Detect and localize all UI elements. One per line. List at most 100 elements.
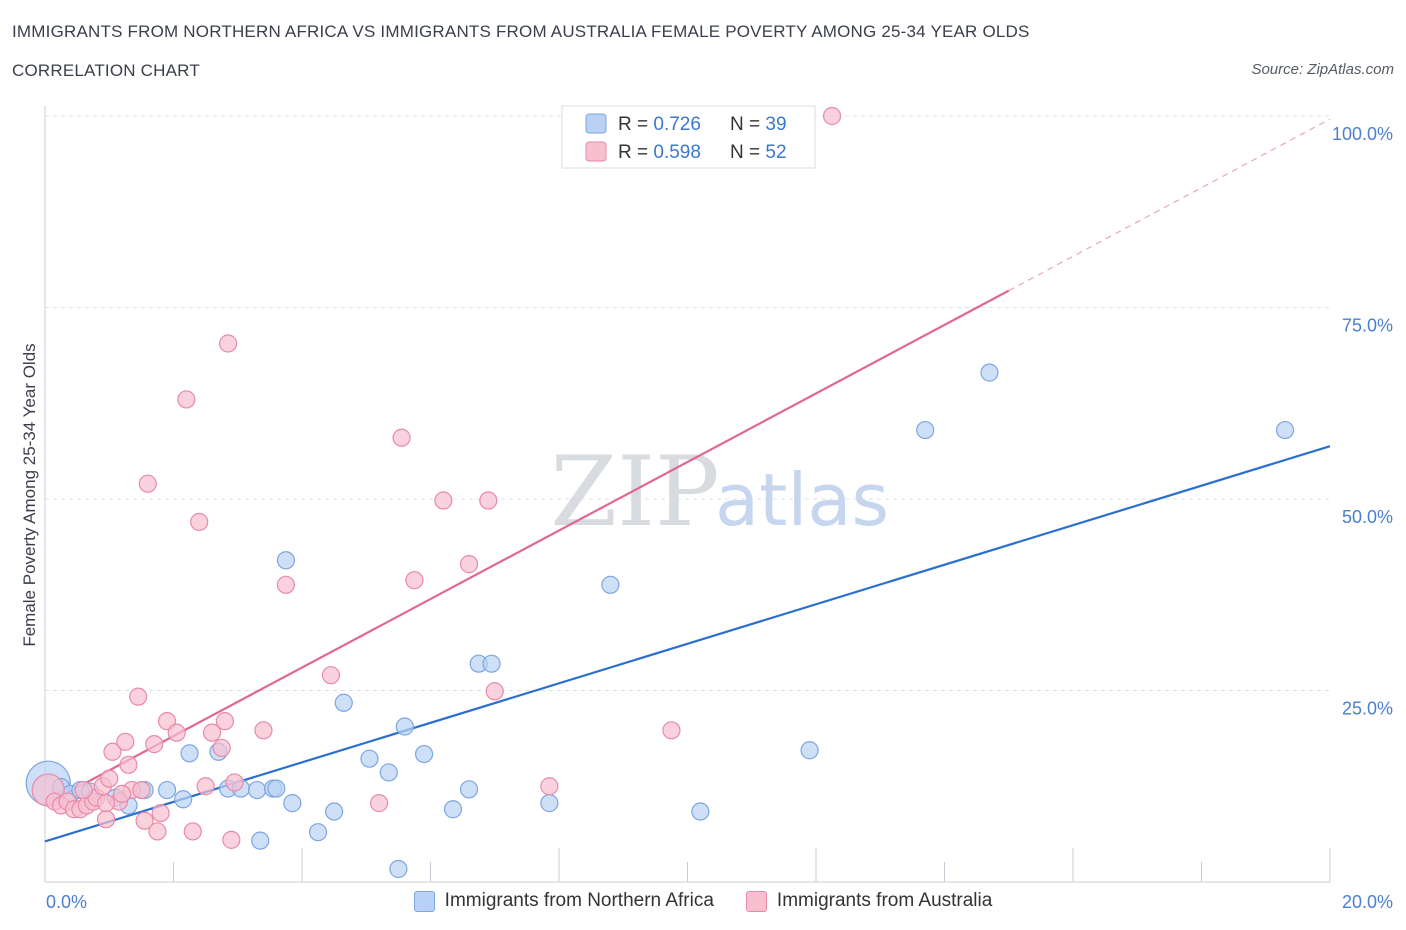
legend-label: Immigrants from Australia: [776, 890, 993, 911]
point-pink: [485, 682, 504, 701]
legend-item-northern-africa[interactable]: Immigrants from Northern Africa: [413, 890, 714, 912]
point-blue: [247, 780, 267, 800]
y-tick-label: 25.0%: [1342, 699, 1393, 719]
point-pink: [96, 794, 116, 813]
point-pink: [145, 735, 164, 754]
point-pink: [392, 428, 411, 447]
point-blue: [459, 780, 479, 799]
point-blue: [800, 741, 819, 760]
point-blue: [283, 794, 302, 813]
trend-line-blue: [44, 445, 1331, 843]
point-blue: [251, 831, 270, 850]
point-pink: [74, 780, 93, 800]
legend-n-label: N =: [730, 114, 765, 135]
trend-line-pink: [44, 289, 1010, 806]
point-pink: [459, 555, 479, 574]
legend-n-value: 39: [765, 114, 786, 135]
legend-r-label: R =: [618, 114, 653, 135]
point-pink: [254, 721, 273, 740]
point-blue: [540, 794, 559, 813]
point-pink: [479, 491, 498, 510]
data-points: [25, 106, 1295, 879]
point-pink: [100, 769, 119, 788]
point-blue: [691, 802, 710, 821]
point-blue: [157, 780, 177, 800]
point-blue: [334, 693, 353, 712]
legend-swatch-blue: [413, 890, 435, 912]
legend-n-value: 52: [765, 142, 786, 163]
point-pink: [129, 687, 148, 706]
point-pink: [202, 723, 222, 742]
point-blue: [276, 551, 296, 570]
point-blue: [482, 654, 501, 673]
svg-text:R = 0.598: R = 0.598: [618, 142, 701, 163]
y-tick-label: 100.0%: [1332, 124, 1393, 144]
point-pink: [116, 732, 135, 751]
point-pink: [540, 777, 559, 796]
point-pink: [212, 738, 231, 758]
point-pink: [167, 723, 186, 742]
point-pink: [190, 512, 209, 532]
point-pink: [662, 721, 681, 740]
svg-text:N = 39: N = 39: [730, 114, 787, 135]
point-blue: [325, 802, 344, 821]
source-credit: Source: ZipAtlas.com: [1251, 61, 1394, 78]
chart-subtitle: CORRELATION CHART: [12, 61, 200, 80]
point-blue: [379, 763, 398, 782]
bottom-legend: Immigrants from Northern Africa Immigran…: [0, 890, 1406, 912]
legend-r-label: R =: [618, 142, 653, 163]
point-blue: [916, 420, 935, 440]
point-pink: [96, 810, 116, 829]
point-blue: [414, 744, 434, 764]
point-pink: [222, 830, 241, 849]
point-blue: [443, 800, 463, 819]
point-pink: [135, 811, 154, 830]
legend-swatch-pink: [745, 890, 767, 912]
legend-label: Immigrants from Northern Africa: [444, 890, 714, 911]
point-blue: [174, 790, 193, 809]
legend-r-value: 0.726: [653, 114, 701, 135]
svg-text:N = 52: N = 52: [730, 142, 787, 163]
legend-item-australia[interactable]: Immigrants from Australia: [745, 890, 993, 912]
legend-box: R = 0.726 N = 39 R = 0.598 N = 52: [561, 105, 816, 169]
trend-extension-pink: [1008, 118, 1331, 292]
grid-lines: [45, 115, 1330, 691]
watermark-atlas: atlas: [715, 458, 889, 542]
axes: [44, 106, 1331, 883]
point-pink: [148, 822, 167, 841]
point-blue: [267, 779, 286, 798]
point-blue: [601, 575, 620, 594]
point-pink: [321, 666, 341, 685]
legend-swatch-pink: [585, 141, 607, 162]
point-blue: [389, 859, 408, 879]
svg-text:R = 0.726: R = 0.726: [618, 114, 701, 135]
y-tick-label: 50.0%: [1342, 507, 1393, 527]
chart-title: IMMIGRANTS FROM NORTHERN AFRICA VS IMMIG…: [12, 22, 1030, 41]
point-pink: [177, 390, 196, 409]
y-tick-label: 75.0%: [1342, 316, 1393, 336]
x-tick-label: 0.0%: [46, 892, 87, 912]
point-pink: [119, 755, 138, 774]
point-pink: [215, 712, 234, 731]
x-tick-label: 20.0%: [1342, 892, 1393, 912]
point-blue: [1275, 420, 1295, 440]
legend-r-value: 0.598: [653, 142, 701, 163]
point-blue: [360, 749, 379, 768]
legend-n-label: N =: [730, 142, 765, 163]
point-pink: [405, 571, 424, 590]
trend-lines: [44, 118, 1331, 843]
point-blue: [180, 744, 199, 763]
point-pink: [219, 334, 238, 353]
point-pink: [370, 794, 389, 813]
point-blue: [395, 717, 414, 736]
point-pink: [132, 780, 151, 800]
point-pink: [196, 777, 215, 796]
point-pink: [138, 474, 157, 493]
point-blue: [980, 363, 999, 382]
point-pink: [434, 491, 453, 510]
point-blue: [308, 823, 328, 842]
point-pink: [183, 822, 202, 841]
tick-labels: 25.0% 50.0% 75.0% 100.0% 0.0% 20.0%: [46, 124, 1393, 912]
point-pink: [276, 575, 296, 594]
